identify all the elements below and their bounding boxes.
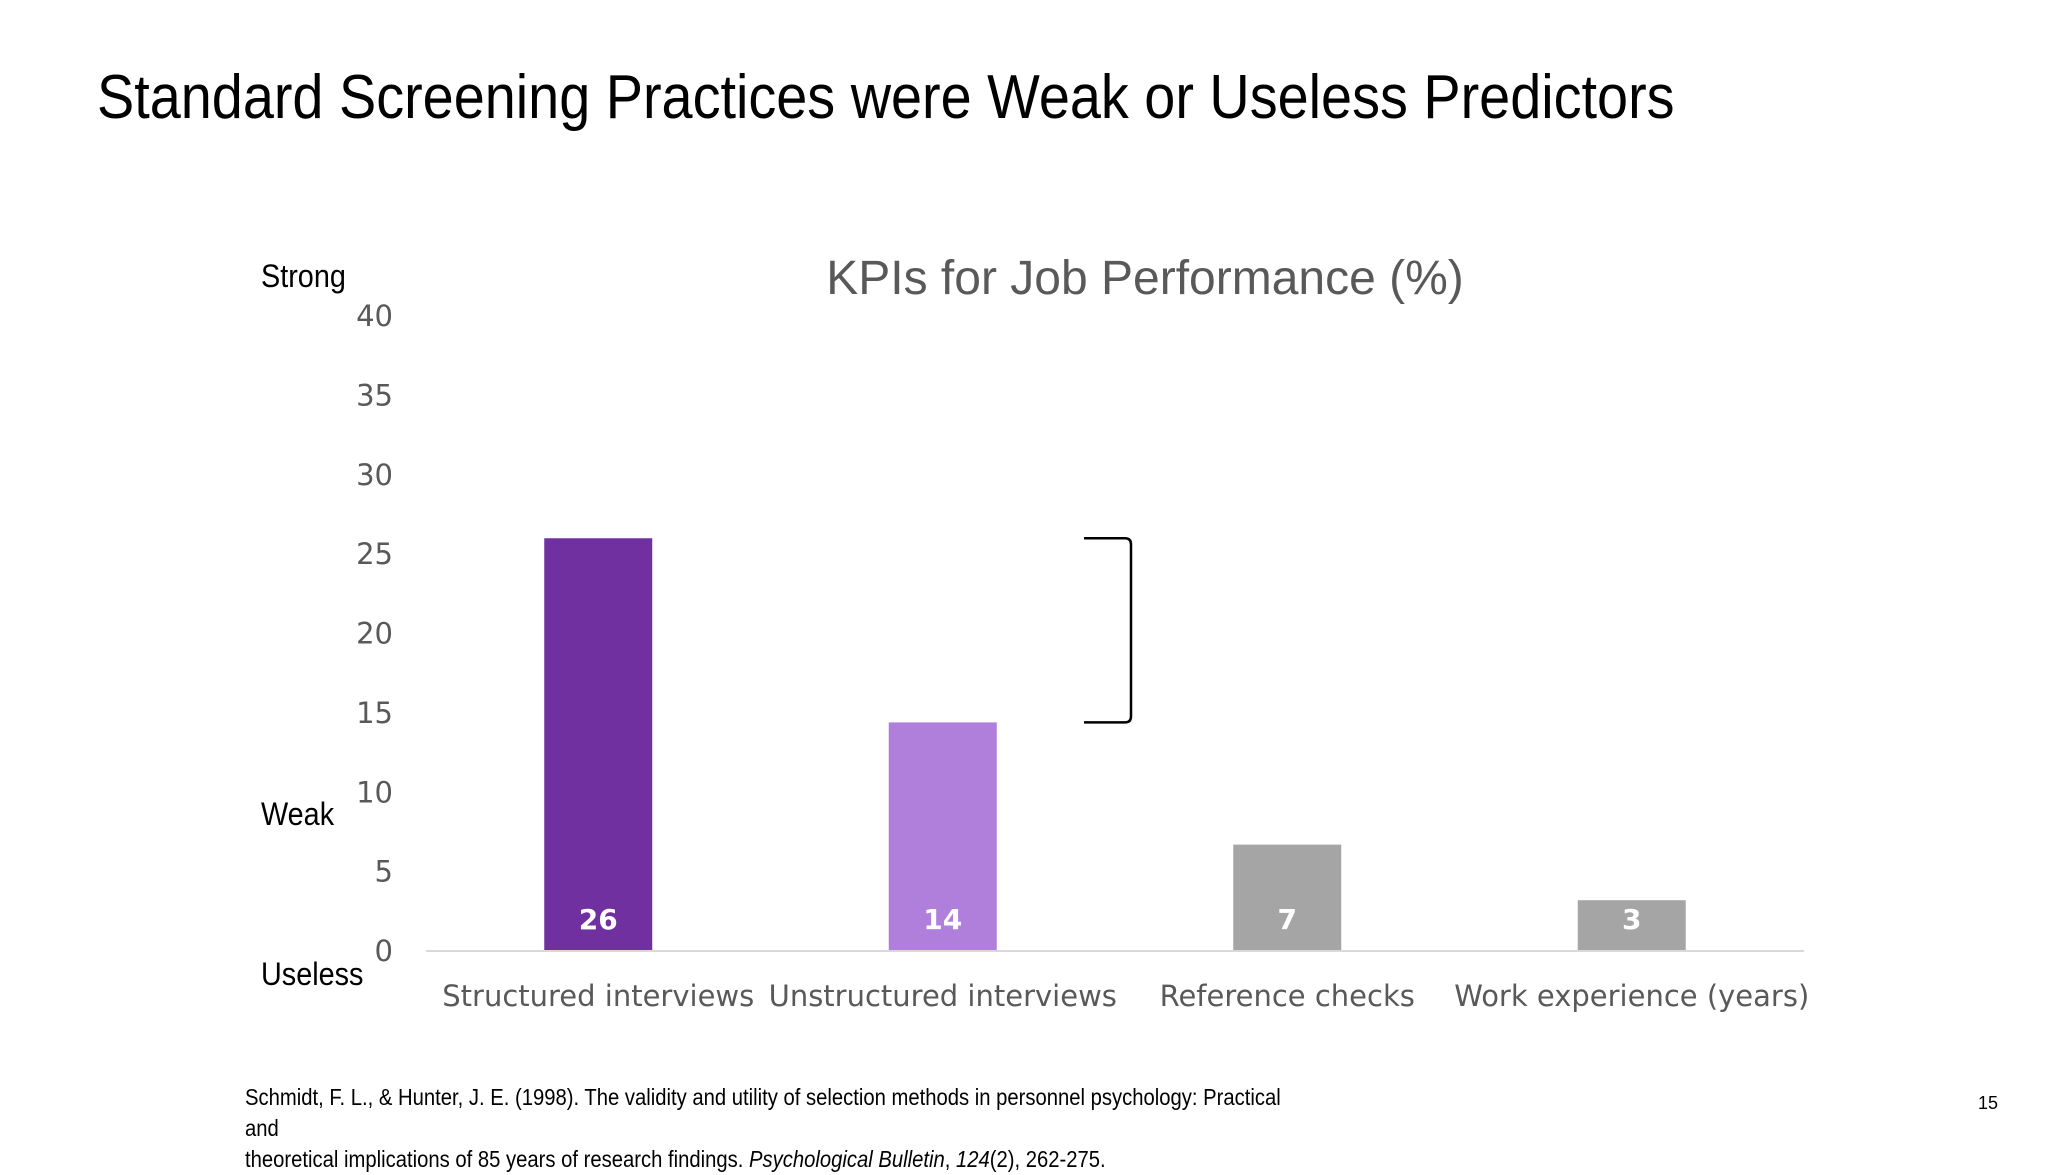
citation-journal: Psychological Bulletin [749,1146,945,1172]
citation-volume: 124 [956,1146,990,1172]
y-tick-label: 25 [356,537,393,571]
weak-label: Weak [261,796,335,832]
bar-data-label: 3 [1622,903,1641,936]
y-tick-label: 35 [356,378,393,412]
y-tick-label: 15 [356,696,393,730]
y-tick-label: 40 [356,299,393,333]
category-label: Unstructured interviews [769,979,1117,1013]
y-tick-label: 30 [356,458,393,492]
citation-pages: (2), 262-275. [989,1146,1106,1172]
bars: 26 Structured interviews 14 Unstructured in… [442,538,1809,1013]
bar [1577,900,1686,951]
annotations [1084,537,1133,724]
bar-data-label: 7 [1278,903,1297,936]
bar [544,538,653,951]
category-label: Work experience (years) [1454,979,1809,1013]
citation-line-1: Schmidt, F. L., & Hunter, J. E. (1998). … [245,1084,1281,1141]
citation-separator: , [944,1146,957,1172]
y-tick-label: 0 [375,934,393,968]
chart-title: KPIs for Job Performance (%) [826,252,1464,305]
y-tick-label: 20 [356,617,393,651]
bar [1233,844,1342,951]
page-number: 15 [1978,1093,1999,1113]
y-tick-label: 5 [375,855,393,889]
category-label: Structured interviews [442,979,754,1013]
bar-data-label: 14 [923,903,962,936]
y-axis-ticks: 0 5 10 15 20 25 30 35 40 [356,299,393,968]
bar-data-label: 26 [579,903,618,936]
y-tick-label: 10 [356,775,393,809]
strong-label: Strong [261,258,346,294]
useless-label: Useless [261,956,364,992]
bracket-annotation [1084,537,1133,724]
category-label: Reference checks [1160,979,1415,1013]
slide-title: Standard Screening Practices were Weak o… [97,63,1675,132]
citation-line-2-text: theoretical implications of 85 years of … [245,1146,750,1172]
citation-line-2: theoretical implications of 85 years of … [245,1144,1301,1175]
citation: Schmidt, F. L., & Hunter, J. E. (1998). … [245,1082,1301,1175]
bar [888,722,997,951]
